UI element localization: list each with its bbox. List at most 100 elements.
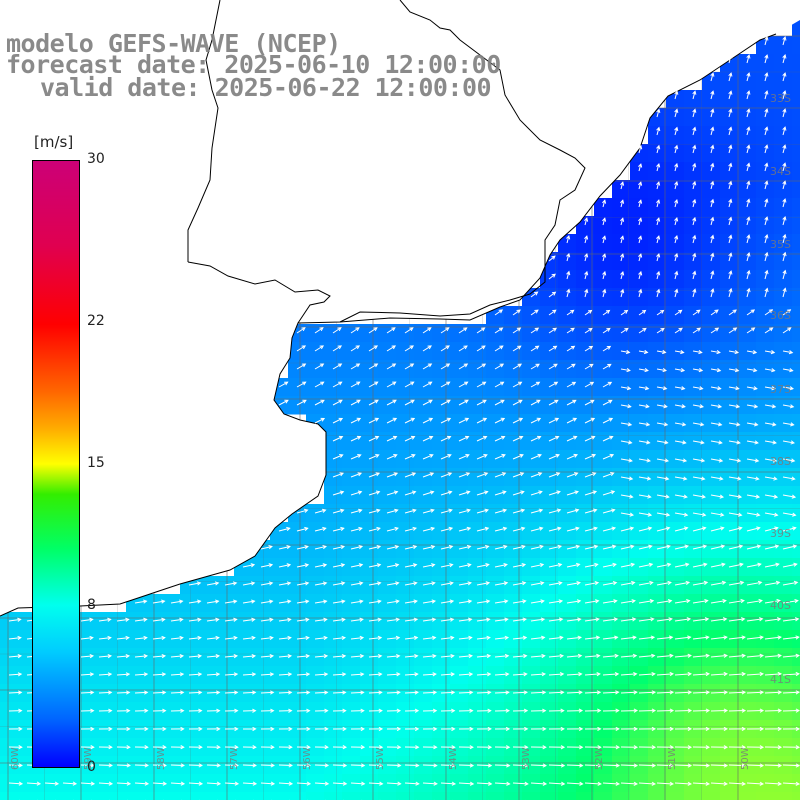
speed-cell xyxy=(558,252,577,271)
speed-cell xyxy=(468,792,487,800)
longitude-label: 58W xyxy=(156,747,167,770)
latitude-label: 35S xyxy=(770,238,791,251)
speed-cell xyxy=(792,108,800,127)
speed-cell xyxy=(756,90,775,109)
speed-cell xyxy=(792,540,800,559)
speed-cell xyxy=(648,144,667,163)
speed-cell xyxy=(792,36,800,55)
speed-cell xyxy=(792,792,800,800)
speed-cell xyxy=(738,126,757,145)
speed-cell xyxy=(558,792,577,800)
speed-cell xyxy=(792,234,800,253)
speed-cell xyxy=(720,198,739,217)
speed-cell xyxy=(342,792,361,800)
speed-cell xyxy=(774,180,793,199)
speed-cell xyxy=(702,108,721,127)
speed-cell xyxy=(738,72,757,91)
speed-cell xyxy=(774,252,793,271)
longitude-label: 53W xyxy=(521,747,532,770)
speed-cell xyxy=(774,126,793,145)
speed-cell xyxy=(702,270,721,289)
speed-cell xyxy=(648,792,667,800)
speed-cell xyxy=(630,216,649,235)
speed-cell xyxy=(774,198,793,217)
speed-cell xyxy=(702,288,721,307)
longitude-label: 50W xyxy=(740,747,751,770)
speed-cell xyxy=(324,792,343,800)
speed-cell xyxy=(576,234,595,253)
speed-cell xyxy=(648,216,667,235)
speed-cell xyxy=(504,792,523,800)
speed-cell xyxy=(756,162,775,181)
speed-cell xyxy=(684,162,703,181)
speed-cell xyxy=(684,198,703,217)
speed-cell xyxy=(720,108,739,127)
speed-cell xyxy=(612,234,631,253)
speed-cell xyxy=(720,216,739,235)
speed-cell xyxy=(666,270,685,289)
speed-cell xyxy=(738,180,757,199)
speed-cell xyxy=(630,198,649,217)
speed-cell xyxy=(180,792,199,800)
speed-cell xyxy=(792,378,800,397)
speed-cell xyxy=(792,396,800,415)
speed-cell xyxy=(792,288,800,307)
speed-cell xyxy=(756,36,775,55)
colorbar xyxy=(32,160,80,768)
speed-cell xyxy=(738,792,757,800)
speed-cell xyxy=(648,198,667,217)
speed-cell xyxy=(360,792,379,800)
speed-cell xyxy=(756,792,775,800)
speed-cell xyxy=(630,180,649,199)
speed-cell xyxy=(126,792,145,800)
speed-cell xyxy=(774,90,793,109)
speed-cell xyxy=(594,198,613,217)
speed-cell xyxy=(630,270,649,289)
speed-cell xyxy=(18,792,37,800)
speed-cell xyxy=(648,234,667,253)
speed-cell xyxy=(756,234,775,253)
speed-cell xyxy=(792,324,800,343)
speed-cell xyxy=(666,216,685,235)
latitude-label: 39S xyxy=(770,527,791,540)
speed-cell xyxy=(792,486,800,505)
speed-cell xyxy=(738,252,757,271)
speed-cell xyxy=(216,792,235,800)
speed-cell xyxy=(648,252,667,271)
speed-cell xyxy=(666,288,685,307)
latitude-label: 33S xyxy=(770,92,791,105)
speed-cell xyxy=(792,144,800,163)
longitude-label: 54W xyxy=(448,747,459,770)
speed-cell xyxy=(576,252,595,271)
colorbar-tick-label: 0 xyxy=(87,759,96,775)
latitude-label: 34S xyxy=(770,165,791,178)
speed-cell xyxy=(738,108,757,127)
speed-cell xyxy=(198,792,217,800)
speed-cell xyxy=(414,792,433,800)
speed-cell xyxy=(90,792,109,800)
speed-cell xyxy=(612,216,631,235)
speed-cell xyxy=(756,72,775,91)
speed-cell xyxy=(684,126,703,145)
speed-cell xyxy=(702,198,721,217)
speed-cell xyxy=(486,792,505,800)
latitude-label: 37S xyxy=(770,383,791,396)
speed-cell xyxy=(594,792,613,800)
speed-cell xyxy=(648,126,667,145)
speed-cell xyxy=(630,162,649,181)
longitude-label: 51W xyxy=(667,747,678,770)
speed-cell xyxy=(558,234,577,253)
speed-cell xyxy=(792,198,800,217)
speed-cell xyxy=(648,270,667,289)
speed-cell xyxy=(666,252,685,271)
speed-cell xyxy=(702,144,721,163)
speed-cell xyxy=(702,216,721,235)
speed-cell xyxy=(702,234,721,253)
colorbar-tick-label: 22 xyxy=(87,313,105,330)
speed-cell xyxy=(774,144,793,163)
speed-cell xyxy=(792,54,800,73)
longitude-label: 56W xyxy=(302,747,313,770)
speed-cell xyxy=(792,18,800,37)
